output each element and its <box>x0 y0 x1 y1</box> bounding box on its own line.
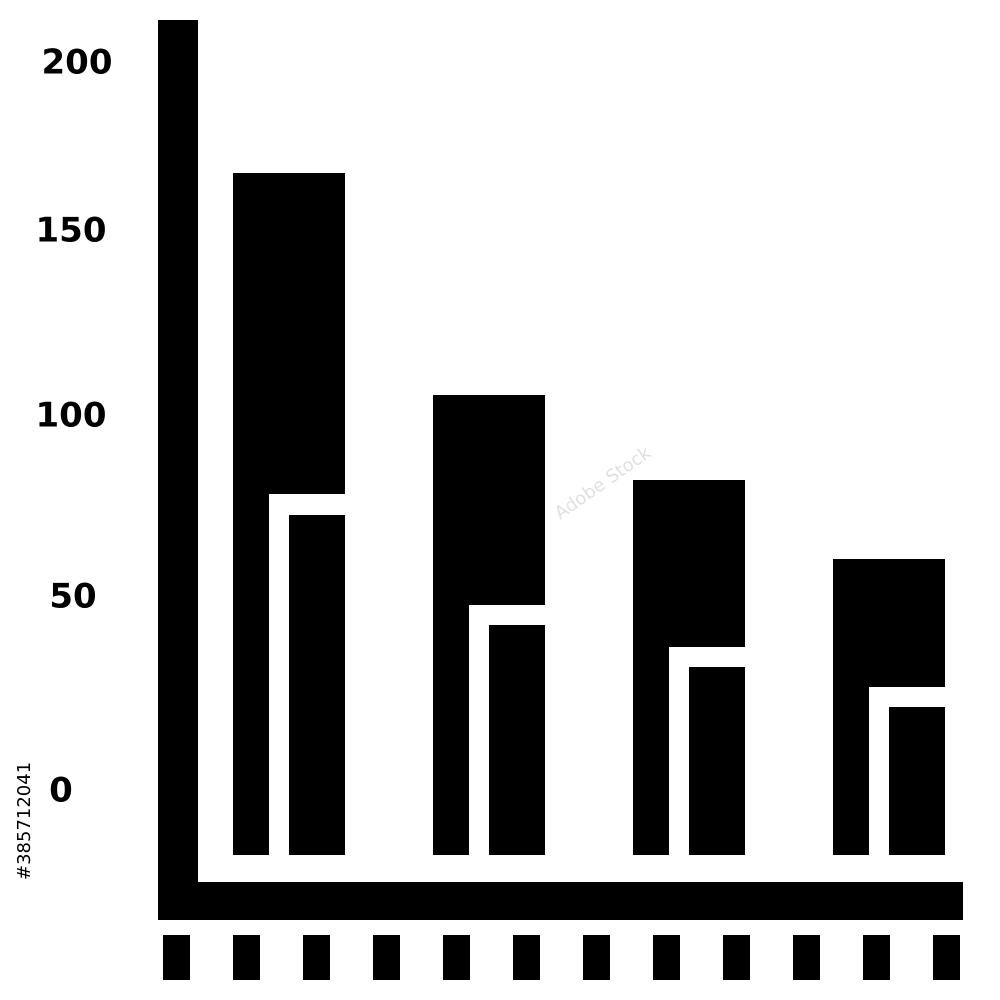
x-tick <box>513 935 540 980</box>
short-bar <box>489 625 545 855</box>
x-tick <box>653 935 680 980</box>
x-tick <box>303 935 330 980</box>
short-bar <box>289 515 345 855</box>
bar-group <box>233 173 345 855</box>
axis-label: 100 <box>36 396 107 436</box>
bar-group <box>633 480 745 855</box>
short-bar <box>689 667 745 855</box>
x-tick <box>373 935 400 980</box>
axis-label: 50 <box>49 577 96 617</box>
x-tick <box>583 935 610 980</box>
axis-label: 150 <box>36 211 107 251</box>
tall-bar <box>233 173 345 855</box>
x-ticks <box>163 935 960 980</box>
watermark-id: #385712041 <box>14 762 35 880</box>
tall-bar <box>633 480 745 855</box>
x-tick <box>933 935 960 980</box>
x-tick <box>233 935 260 980</box>
tall-bar <box>833 559 945 855</box>
y-axis <box>158 20 198 920</box>
x-tick <box>723 935 750 980</box>
x-tick <box>163 935 190 980</box>
tall-bar <box>433 395 545 855</box>
bar-group <box>833 559 945 855</box>
x-axis <box>158 882 963 920</box>
axis-label: 200 <box>42 43 113 83</box>
x-tick <box>863 935 890 980</box>
bar-group <box>433 395 545 855</box>
axis-label: 0 <box>49 771 73 811</box>
x-tick <box>793 935 820 980</box>
short-bar <box>889 707 945 855</box>
x-tick <box>443 935 470 980</box>
